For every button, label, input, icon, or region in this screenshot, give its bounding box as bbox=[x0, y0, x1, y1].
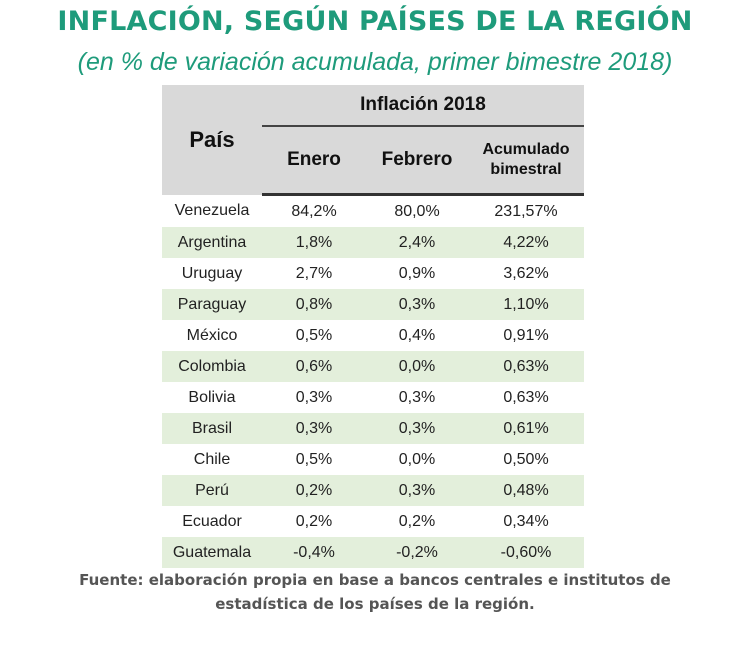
cell-country: Paraguay bbox=[162, 289, 262, 320]
table-row: México 0,5% 0,4% 0,91% bbox=[162, 320, 584, 351]
cell-acumulado: 0,48% bbox=[468, 475, 584, 506]
cell-febrero: 0,2% bbox=[398, 512, 436, 530]
cell-enero: 0,8% bbox=[262, 289, 366, 320]
cell-country: Guatemala bbox=[162, 537, 262, 568]
cell-enero: 0,5% bbox=[295, 326, 333, 344]
cell-enero: 0,6% bbox=[262, 351, 366, 382]
cell-country: Brasil bbox=[162, 413, 262, 444]
page-subtitle: (en % de variación acumulada, primer bim… bbox=[77, 48, 673, 76]
table-row: Perú 0,2% 0,3% 0,48% bbox=[162, 475, 584, 506]
cell-country: Colombia bbox=[162, 351, 262, 382]
table-row: Argentina 1,8% 2,4% 4,22% bbox=[162, 227, 584, 258]
cell-febrero: -0,2% bbox=[366, 537, 468, 568]
cell-country: Uruguay bbox=[181, 264, 243, 282]
cell-acumulado: 3,62% bbox=[503, 264, 549, 282]
header-country: País bbox=[162, 85, 262, 195]
cell-febrero: 0,0% bbox=[366, 351, 468, 382]
header-enero: Enero bbox=[262, 126, 366, 196]
cell-enero: 0,5% bbox=[295, 450, 333, 468]
table-row: Paraguay 0,8% 0,3% 1,10% bbox=[162, 289, 584, 320]
table-row: Venezuela 84,2% 80,0% 231,57% bbox=[162, 195, 584, 228]
cell-febrero: 2,4% bbox=[366, 227, 468, 258]
cell-acumulado: 231,57% bbox=[494, 202, 558, 220]
cell-acumulado: -0,60% bbox=[468, 537, 584, 568]
table-row: Bolivia 0,3% 0,3% 0,63% bbox=[162, 382, 584, 413]
header-acumulado: Acumulado bimestral bbox=[468, 126, 584, 196]
cell-febrero: 0,3% bbox=[398, 388, 436, 406]
cell-febrero: 0,0% bbox=[398, 450, 436, 468]
cell-enero: 0,3% bbox=[262, 413, 366, 444]
table-row: Ecuador 0,2% 0,2% 0,34% bbox=[162, 506, 584, 537]
header-febrero: Febrero bbox=[366, 126, 468, 196]
table-row: Chile 0,5% 0,0% 0,50% bbox=[162, 444, 584, 475]
header-acumulado-line2: bimestral bbox=[490, 161, 562, 178]
table-body: Venezuela 84,2% 80,0% 231,57% Argentina 1,8% 2… bbox=[162, 195, 584, 568]
cell-enero: 0,2% bbox=[295, 512, 333, 530]
cell-enero: -0,4% bbox=[262, 537, 366, 568]
cell-enero: 2,7% bbox=[295, 264, 333, 282]
cell-country: Bolivia bbox=[188, 388, 236, 406]
page-title: INFLACIÓN, SEGÚN PAÍSES DE LA REGIÓN bbox=[57, 6, 693, 37]
cell-febrero: 80,0% bbox=[394, 202, 440, 220]
cell-country: Chile bbox=[193, 450, 231, 468]
cell-acumulado: 0,63% bbox=[468, 351, 584, 382]
header-acumulado-line1: Acumulado bbox=[482, 141, 570, 158]
cell-febrero: 0,9% bbox=[398, 264, 436, 282]
inflation-table: País Inflación 2018 Enero Febrero Acumul… bbox=[162, 85, 584, 568]
table-row: Guatemala -0,4% -0,2% -0,60% bbox=[162, 537, 584, 568]
source-line-2: estadística de los países de la región. bbox=[215, 595, 535, 613]
header-inflation-2018: Inflación 2018 bbox=[262, 85, 584, 127]
cell-country: Ecuador bbox=[182, 512, 242, 530]
cell-acumulado: 0,63% bbox=[503, 388, 549, 406]
cell-febrero: 0,3% bbox=[366, 413, 468, 444]
cell-enero: 0,2% bbox=[262, 475, 366, 506]
cell-enero: 0,3% bbox=[295, 388, 333, 406]
cell-febrero: 0,4% bbox=[398, 326, 436, 344]
cell-acumulado: 0,61% bbox=[468, 413, 584, 444]
cell-country: México bbox=[186, 326, 238, 344]
source-line-1: Fuente: elaboración propia en base a ban… bbox=[79, 571, 671, 589]
cell-febrero: 0,3% bbox=[366, 475, 468, 506]
cell-acumulado: 0,50% bbox=[503, 450, 549, 468]
cell-enero: 1,8% bbox=[262, 227, 366, 258]
cell-acumulado: 0,34% bbox=[503, 512, 549, 530]
cell-febrero: 0,3% bbox=[366, 289, 468, 320]
table-row: Colombia 0,6% 0,0% 0,63% bbox=[162, 351, 584, 382]
cell-country: Venezuela bbox=[174, 201, 250, 219]
cell-acumulado: 0,91% bbox=[503, 326, 549, 344]
source-note: Fuente: elaboración propia en base a ban… bbox=[0, 568, 750, 616]
table-row: Uruguay 2,7% 0,9% 3,62% bbox=[162, 258, 584, 289]
cell-country: Argentina bbox=[162, 227, 262, 258]
cell-country: Perú bbox=[162, 475, 262, 506]
cell-acumulado: 1,10% bbox=[468, 289, 584, 320]
cell-acumulado: 4,22% bbox=[468, 227, 584, 258]
cell-enero: 84,2% bbox=[291, 202, 337, 220]
table-row: Brasil 0,3% 0,3% 0,61% bbox=[162, 413, 584, 444]
